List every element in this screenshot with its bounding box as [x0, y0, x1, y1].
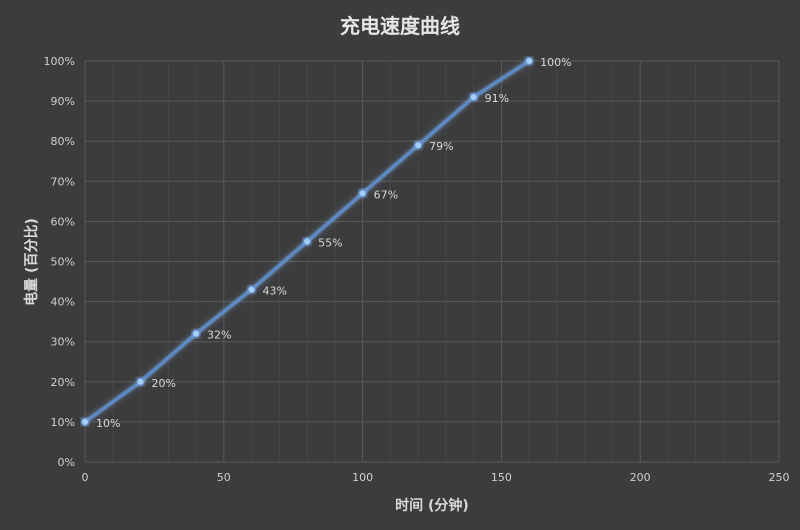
y-axis-title: 电量 (百分比) — [23, 218, 40, 306]
data-point — [192, 329, 201, 338]
y-tick-label: 40% — [51, 296, 75, 309]
y-tick-label: 50% — [51, 256, 75, 269]
data-point — [303, 237, 312, 246]
data-labels: 10% 20% 32% 43% 55% 67% 79% 91% 100% — [96, 56, 572, 430]
data-label: 10% — [96, 417, 120, 430]
data-label: 20% — [152, 377, 176, 390]
x-tick-label: 150 — [491, 471, 512, 484]
y-tick-label: 30% — [51, 336, 75, 349]
y-tick-label: 100% — [44, 55, 75, 68]
data-label: 43% — [263, 285, 287, 298]
y-tick-label: 70% — [51, 175, 75, 188]
x-tick-label: 0 — [82, 471, 89, 484]
x-axis-title: 时间 (分钟) — [395, 497, 469, 514]
y-tick-label: 0% — [58, 456, 75, 469]
y-tick-label: 10% — [51, 416, 75, 429]
data-label: 32% — [207, 329, 231, 342]
data-point — [358, 189, 367, 198]
y-tick-label: 90% — [51, 95, 75, 108]
data-label: 100% — [540, 56, 571, 69]
data-label: 79% — [429, 140, 453, 153]
tick-labels: 0 50 100 150 200 250 0% 10% 20% 30% 40% 50% 60% 70% 80… — [44, 55, 790, 484]
x-tick-label: 100 — [352, 471, 373, 484]
y-tick-label: 60% — [51, 215, 75, 228]
data-label: 67% — [374, 188, 398, 201]
x-tick-label: 200 — [630, 471, 651, 484]
x-tick-label: 250 — [769, 471, 790, 484]
data-point — [525, 57, 534, 65]
data-point — [414, 141, 423, 150]
data-label: 91% — [485, 92, 509, 105]
x-tick-label: 50 — [217, 471, 231, 484]
series — [81, 57, 534, 426]
y-tick-label: 20% — [51, 376, 75, 389]
chart-title: 充电速度曲线 — [340, 14, 460, 38]
data-label: 55% — [318, 236, 342, 249]
y-tick-label: 80% — [51, 135, 75, 148]
data-point — [136, 377, 145, 386]
data-point — [247, 285, 256, 294]
grid — [84, 60, 780, 463]
data-point — [81, 417, 89, 426]
data-point — [469, 93, 478, 102]
